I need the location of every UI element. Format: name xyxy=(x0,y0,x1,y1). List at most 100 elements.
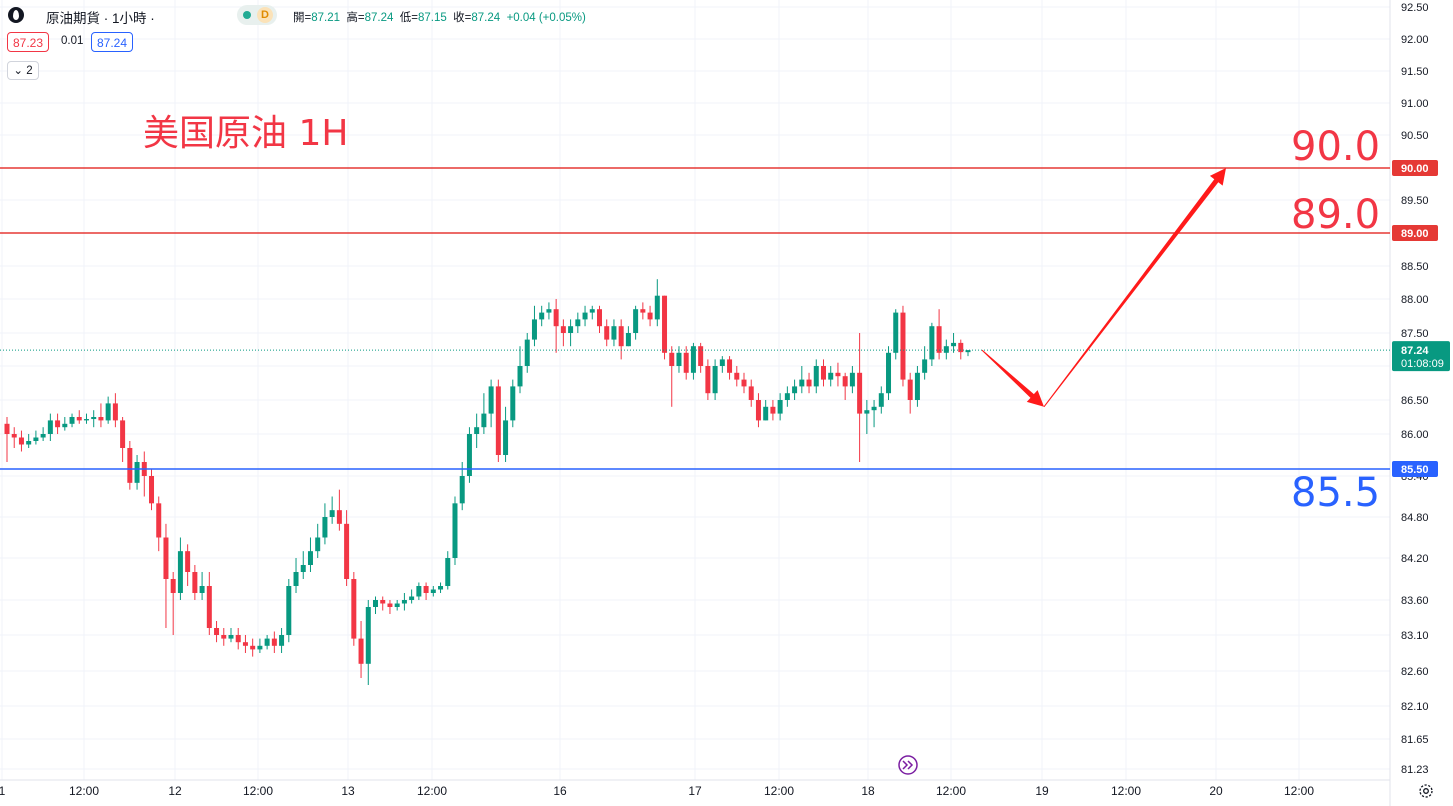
candle-body xyxy=(221,635,227,639)
x-axis-ticks: 1 12:00 12 12:00 13 12:00 16 17 12:00 18 12:00 19 12… xyxy=(0,784,1314,798)
countdown-label: 01:08:09 xyxy=(1401,358,1444,370)
candle-body xyxy=(813,366,819,387)
candle-body xyxy=(604,326,610,340)
candle-body xyxy=(560,326,566,333)
change-value: +0.04 (+0.05%) xyxy=(506,12,586,24)
candle-body xyxy=(611,326,617,340)
y-tick-label: 82.60 xyxy=(1401,666,1429,678)
candle-body xyxy=(741,379,747,387)
candle-body xyxy=(633,309,639,333)
candle-body xyxy=(929,326,935,360)
down-arrow xyxy=(981,349,1044,407)
candle-body xyxy=(539,312,545,320)
level-label-bg xyxy=(1392,160,1438,176)
candle-body xyxy=(517,366,523,387)
candle-body xyxy=(351,579,357,639)
candle-body xyxy=(734,372,740,380)
candle-body xyxy=(163,537,169,579)
y-tick-label: 84.80 xyxy=(1401,512,1429,524)
candle-body xyxy=(127,448,133,483)
gear-icon[interactable] xyxy=(1417,782,1435,800)
candle-body xyxy=(951,342,957,347)
y-tick-label: 86.00 xyxy=(1401,429,1429,441)
level-label-bg xyxy=(1392,225,1438,241)
chevron-down-icon: ⌄ xyxy=(13,65,24,77)
buy-price-button[interactable]: 87.24 xyxy=(91,32,134,52)
candle-body xyxy=(149,476,155,504)
candle-body xyxy=(474,427,480,434)
candle-body xyxy=(373,600,379,607)
candle-body xyxy=(445,558,451,586)
indicators-count: 2 xyxy=(26,65,33,77)
candle-body xyxy=(365,607,371,664)
x-tick-label: 12:00 xyxy=(243,784,273,798)
candle-body xyxy=(589,309,595,313)
candle-body xyxy=(170,579,176,593)
candle-body xyxy=(625,333,631,347)
x-tick-label: 20 xyxy=(1209,784,1223,798)
candle-body xyxy=(662,295,668,353)
candle-body xyxy=(575,319,581,327)
level-90-annotation[interactable]: 90.0 xyxy=(1291,124,1381,170)
level-85-5-annotation[interactable]: 85.5 xyxy=(1291,470,1381,516)
market-status[interactable]: D xyxy=(237,5,277,25)
candle-body xyxy=(344,523,350,579)
open-label: 開= xyxy=(293,12,312,24)
candle-body xyxy=(438,586,444,590)
candle-body xyxy=(98,417,104,421)
x-tick-label: 18 xyxy=(861,784,875,798)
candle-body xyxy=(690,346,696,373)
indicators-toggle[interactable]: ⌄ 2 xyxy=(7,61,39,80)
y-tick-label: 82.10 xyxy=(1401,701,1429,713)
level-89-annotation[interactable]: 89.0 xyxy=(1291,192,1381,238)
candle-body xyxy=(553,309,559,327)
candle-body xyxy=(26,441,32,445)
y-axis-ticks: 92.50 92.00 91.50 91.00 90.50 90.00 89.50 89.00… xyxy=(1401,2,1429,776)
candle-body xyxy=(394,603,400,607)
candle-body xyxy=(849,372,855,387)
y-tick-label: 83.10 xyxy=(1401,630,1429,642)
up-arrow xyxy=(1043,168,1226,408)
candle-body xyxy=(235,635,241,643)
candle-body xyxy=(40,434,46,438)
candle-body xyxy=(307,551,313,565)
candle-body xyxy=(640,309,646,313)
candle-body xyxy=(792,386,798,394)
candle-body xyxy=(958,342,964,353)
candle-body xyxy=(423,586,429,593)
y-tick-label: 92.50 xyxy=(1401,2,1429,14)
candle-body xyxy=(799,379,805,387)
candle-body xyxy=(900,312,906,380)
y-tick-label: 90.50 xyxy=(1401,130,1429,142)
candle-body xyxy=(264,638,270,646)
candle-body xyxy=(546,309,552,313)
candles xyxy=(4,279,971,685)
y-tick-label: 88.50 xyxy=(1401,261,1429,273)
candle-body xyxy=(531,319,537,340)
candle-body xyxy=(755,400,761,421)
symbol-title[interactable]: 原油期貨 · 1小時 · xyxy=(46,11,155,26)
candle-body xyxy=(886,352,892,394)
candle-body xyxy=(315,537,321,552)
y-tick-label: 88.00 xyxy=(1401,294,1429,306)
y-tick-label: 91.00 xyxy=(1401,98,1429,110)
candle-body xyxy=(770,406,776,414)
candle-body xyxy=(857,372,863,414)
candle-body xyxy=(322,517,328,538)
sell-price-button[interactable]: 87.23 xyxy=(7,32,50,52)
candle-body xyxy=(806,379,812,387)
candle-body xyxy=(669,352,675,366)
candle-body xyxy=(257,645,263,650)
candle-body xyxy=(336,510,342,524)
candle-body xyxy=(871,406,877,411)
chart-annotation-title[interactable]: 美国原油 1H xyxy=(143,113,349,154)
candle-body xyxy=(271,638,277,646)
y-tick-label: 81.23 xyxy=(1401,764,1429,776)
projection-arrows xyxy=(981,168,1226,408)
candle-body xyxy=(214,628,220,635)
candle-body xyxy=(914,372,920,400)
candle-body xyxy=(922,359,928,373)
x-tick-label: 12:00 xyxy=(69,784,99,798)
current-price-label: 87.24 xyxy=(1401,345,1429,357)
